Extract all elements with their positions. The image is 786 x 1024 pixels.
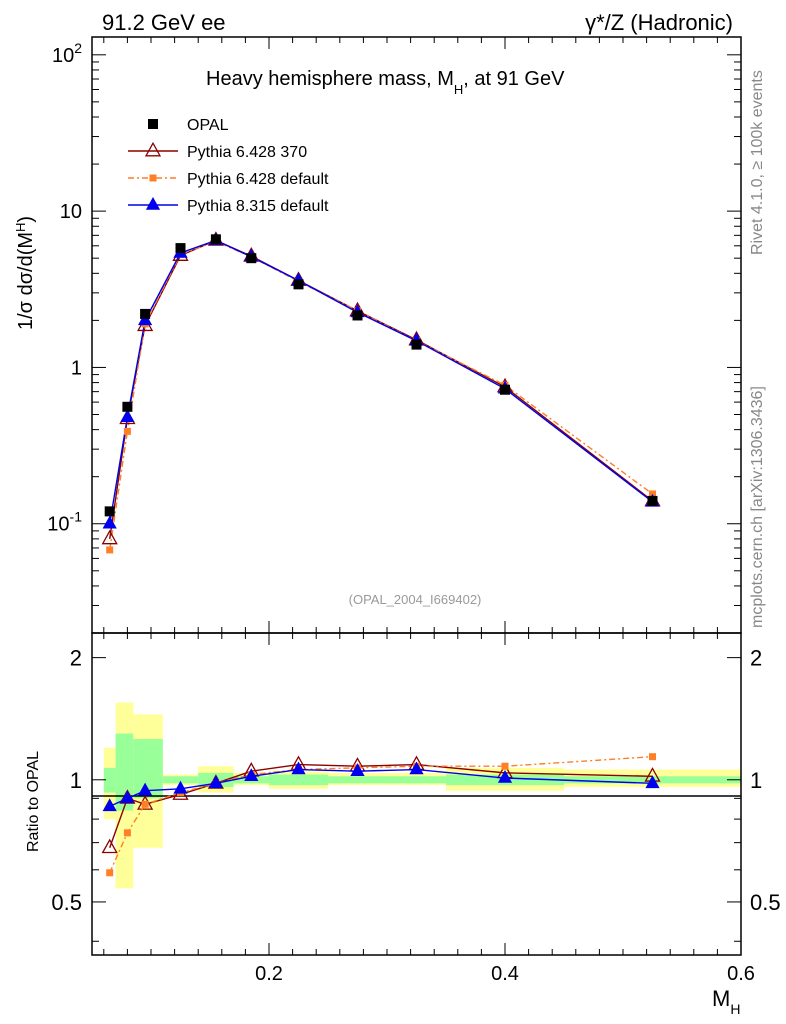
ratio-point-pythia6-default — [106, 869, 114, 877]
ratio-point-pythia6-370 — [101, 838, 118, 854]
main-y-axis-label: 1/σ dσ/d(MH) — [13, 216, 37, 330]
y-tick-label: 1 — [71, 357, 82, 379]
data-point-pythia8 — [102, 515, 117, 529]
ratio-point-pythia6-default — [501, 762, 509, 770]
header-left: 91.2 GeV ee — [102, 10, 226, 35]
main-data-layer — [101, 231, 661, 554]
svg-text:Heavy hemisphere mass, MH, at: Heavy hemisphere mass, MH, at 91 GeV — [206, 68, 565, 97]
data-point-opal — [210, 234, 221, 245]
data-point-opal — [122, 401, 133, 412]
legend-entry: Pythia 6.428 370 — [128, 141, 307, 161]
data-point-opal — [647, 495, 658, 506]
y-tick-label: 10 — [60, 201, 82, 223]
legend-label: Pythia 6.428 370 — [187, 144, 307, 161]
svg-text:MH: MH — [712, 986, 740, 1017]
ratio-point-pythia8 — [102, 798, 117, 812]
legend: OPAL Pythia 6.428 370 Pythia 6.428 default… — [128, 117, 329, 215]
x-axis-label: MH — [712, 986, 740, 1017]
mcplots-source-label: mcplots.cern.ch [arXiv:1306.3436] — [749, 386, 766, 628]
data-point-pythia6-default — [123, 427, 131, 435]
svg-text:1/σ dσ/d(MH): 1/σ dσ/d(MH) — [13, 216, 37, 330]
analysis-id-label: (OPAL_2004_I669402) — [349, 592, 482, 607]
ratio-point-pythia8 — [350, 763, 365, 776]
y-tick-label: 10-1 — [47, 509, 82, 536]
series-line — [109, 239, 653, 524]
ratio-y-tick-label-right: 1 — [750, 768, 762, 793]
main-axis-ticks: 10-1 1 10 102 — [47, 37, 742, 634]
main-title-subscript: H — [454, 82, 463, 97]
data-point-pythia6-default — [106, 546, 114, 554]
ratio-band-inner — [103, 767, 116, 793]
ratio-y-tick-label-right: 0.5 — [750, 890, 781, 915]
x-axis-label-text: M — [712, 986, 730, 1011]
ratio-point-pythia8 — [291, 761, 306, 775]
ratio-axis-ticks: 0.5 0.5 1 1 2 2 0.2 0.4 0.6 — [51, 633, 781, 985]
ratio-point-pythia8 — [137, 782, 153, 796]
ratio-band-inner — [387, 776, 446, 784]
ratio-band-inner — [115, 733, 134, 811]
x-tick-label: 0.2 — [255, 963, 283, 985]
ratio-point-pythia8 — [645, 775, 660, 789]
series-line — [109, 240, 653, 551]
data-point-opal — [104, 506, 115, 517]
ratio-point-pythia8 — [208, 775, 224, 789]
data-point-pythia8 — [120, 409, 135, 423]
x-tick-label: 0.4 — [491, 963, 519, 985]
data-point-opal — [352, 310, 363, 321]
legend-label: Pythia 6.428 default — [187, 171, 329, 188]
data-point-opal — [411, 339, 422, 350]
ratio-point-pythia8 — [173, 780, 188, 794]
legend-marker — [149, 174, 157, 182]
data-point-opal — [175, 243, 186, 254]
main-title-tail: , at 91 GeV — [463, 68, 565, 90]
ratio-panel: 0.5 0.5 1 1 2 2 0.2 0.4 0.6 Ratio to OPAL MH — [25, 632, 781, 1017]
ratio-point-pythia8 — [244, 768, 259, 782]
ratio-y-tick-label: 1 — [70, 768, 82, 793]
data-point-opal — [500, 384, 510, 395]
ratio-y-tick-label: 2 — [70, 646, 82, 671]
ratio-point-pythia6-default — [123, 829, 131, 837]
ratio-plot-frame — [91, 632, 742, 956]
legend-entry: Pythia 6.428 default — [128, 171, 329, 188]
ratio-point-pythia6-default — [649, 753, 656, 761]
data-point-pythia8 — [137, 312, 153, 326]
x-tick-label: 0.6 — [727, 963, 755, 985]
legend-marker — [145, 196, 161, 210]
legend-entry: OPAL — [148, 117, 229, 134]
legend-label: Pythia 8.315 default — [187, 198, 329, 215]
ratio-y-tick-label: 0.5 — [51, 890, 82, 915]
legend-label: OPAL — [187, 117, 229, 134]
data-point-opal — [293, 279, 304, 290]
main-panel: 10-1 1 10 102 Heavy hemisphere mass, MH, at… — [13, 36, 742, 634]
ratio-point-pythia6-default — [141, 800, 149, 808]
main-title-text: Heavy hemisphere mass, M — [206, 68, 454, 90]
ratio-data-layer — [101, 753, 661, 877]
ratio-y-axis-label: Ratio to OPAL — [25, 751, 42, 852]
ratio-band-inner — [328, 776, 387, 784]
ratio-uncertainty-bands — [103, 702, 741, 889]
ratio-band-inner — [269, 774, 328, 786]
main-title: Heavy hemisphere mass, MH, at 91 GeV — [206, 68, 565, 97]
ratio-band-inner — [162, 776, 199, 784]
rivet-version-label: Rivet 4.1.0, ≥ 100k events — [749, 70, 766, 255]
ratio-point-pythia8 — [497, 769, 513, 783]
data-point-opal — [140, 308, 151, 319]
data-point-opal — [246, 253, 257, 264]
y-tick-label: 102 — [52, 40, 82, 67]
legend-marker — [144, 141, 162, 157]
series-line — [109, 239, 653, 539]
header-right: γ*/Z (Hadronic) — [585, 10, 733, 35]
ratio-point-pythia8 — [120, 790, 135, 804]
main-y-axis-label-text: 1/σ dσ/d(M — [15, 232, 37, 330]
ratio-y-tick-label-right: 2 — [750, 646, 762, 671]
data-point-pythia6-370 — [101, 529, 118, 545]
ratio-point-pythia8 — [409, 761, 424, 775]
legend-entry: Pythia 8.315 default — [128, 196, 329, 215]
x-axis-label-subscript: H — [730, 1001, 740, 1017]
legend-marker-opal — [148, 119, 158, 129]
